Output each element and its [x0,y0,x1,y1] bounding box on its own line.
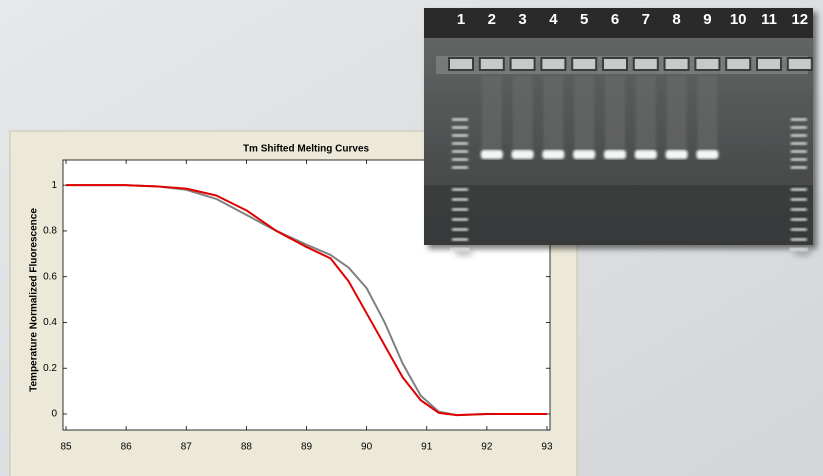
ladder-band [452,198,468,201]
y-tick-label: 1 [51,180,57,191]
ladder-band [791,208,807,211]
ladder-band [452,238,468,241]
ladder-band [791,150,807,153]
gel-smear [513,75,533,150]
y-tick-label: 0.2 [43,363,57,374]
x-tick-label: 91 [421,442,433,453]
ladder-band [791,142,807,145]
ladder-band [452,188,468,191]
gel-band [573,150,595,159]
lane-label: 1 [457,11,465,28]
x-tick-label: 93 [541,442,553,453]
chart-title: Tm Shifted Melting Curves [243,144,370,155]
ladder-band [791,118,807,121]
ladder-band [791,134,807,137]
gel-well [511,58,535,70]
ladder-band [791,228,807,231]
ladder-band [452,142,468,145]
gel-well [603,58,627,70]
x-tick-label: 88 [241,442,253,453]
lane-label: 5 [580,11,588,28]
x-tick-label: 92 [481,442,493,453]
ladder-band [791,126,807,129]
gel-well [480,58,504,70]
x-tick-label: 86 [121,442,133,453]
ladder-band [452,118,468,121]
lane-label: 4 [549,11,558,28]
page: Tm Shifted Melting Curves Temperature No… [0,0,823,476]
gel-well [665,58,689,70]
gel-band [512,150,534,159]
gel-smear [605,75,625,150]
x-tick-label: 85 [60,442,72,453]
ladder-band [791,248,807,251]
lane-label: 9 [703,11,711,28]
gel-smear [667,75,687,150]
y-tick-label: 0.6 [43,271,57,282]
lane-label: 10 [730,11,747,28]
lane-label: 8 [672,11,680,28]
gel-smear [636,75,656,150]
lane-label: 2 [488,11,496,28]
x-tick-label: 87 [181,442,193,453]
gel-well [634,58,658,70]
lane-label: 12 [791,11,808,28]
gel-smear [482,75,502,150]
ladder-band [452,248,468,251]
gel-well [788,58,812,70]
ladder-band [452,228,468,231]
gel-smear [574,75,594,150]
y-axis-label: Temperature Normalized Fluorescence [29,208,40,392]
gel-dark-region [424,185,813,245]
gel-band [481,150,503,159]
ladder-band [452,208,468,211]
ladder-band [452,218,468,221]
ladder-band [452,166,468,169]
x-tick-label: 89 [301,442,313,453]
ladder-band [791,218,807,221]
y-tick-label: 0.8 [43,226,57,237]
ladder-band [791,166,807,169]
gel-band [542,150,564,159]
gel-well [572,58,596,70]
ladder-band [791,238,807,241]
gel-band [604,150,626,159]
ladder-band [452,126,468,129]
gel-band [635,150,657,159]
gel-well [726,58,750,70]
ladder-band [791,188,807,191]
gel-band [666,150,688,159]
lane-label: 7 [642,11,650,28]
lane-label: 11 [761,11,777,28]
ladder-band [452,134,468,137]
x-tick-label: 90 [361,442,373,453]
lane-label: 6 [611,11,619,28]
gel-well [757,58,781,70]
gel-well [541,58,565,70]
ladder-band [791,158,807,161]
gel-well [695,58,719,70]
y-tick-label: 0 [51,409,57,420]
y-tick-label: 0.4 [43,317,57,328]
gel-smear [543,75,563,150]
ladder-band [452,150,468,153]
gel-band [696,150,718,159]
gel-well [449,58,473,70]
lane-label: 3 [518,11,526,28]
ladder-band [452,158,468,161]
gel-smear [697,75,717,150]
ladder-band [791,198,807,201]
